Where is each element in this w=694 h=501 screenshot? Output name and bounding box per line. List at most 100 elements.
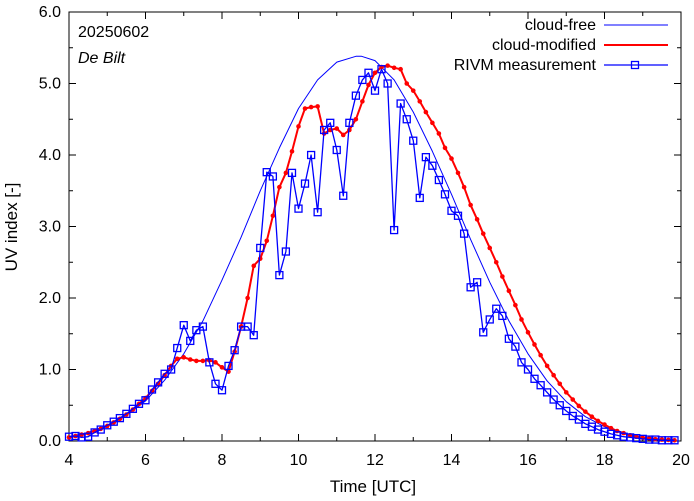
point-cloud-modified <box>506 288 512 294</box>
point-rivm-measurement <box>115 413 125 423</box>
series-layer <box>64 55 679 445</box>
point-cloud-modified <box>245 295 250 301</box>
point-rivm-measurement <box>664 436 673 445</box>
point-cloud-modified <box>213 360 218 365</box>
point-cloud-modified <box>340 132 346 138</box>
annotation-location: De Bilt <box>78 50 126 67</box>
point-rivm-measurement <box>447 206 456 215</box>
point-rivm-measurement <box>523 365 533 374</box>
point-cloud-modified <box>315 104 320 109</box>
point-rivm-measurement <box>217 386 227 395</box>
x-tick-label: 12 <box>366 452 384 469</box>
x-tick-label: 10 <box>290 452 308 469</box>
y-tick-label: 6.0 <box>39 4 61 21</box>
y-tick-label: 4.0 <box>39 147 61 164</box>
point-rivm-measurement <box>268 172 278 181</box>
point-rivm-measurement <box>606 429 616 439</box>
point-rivm-measurement <box>122 409 131 418</box>
point-cloud-modified <box>595 418 601 424</box>
point-cloud-modified <box>410 88 416 93</box>
point-cloud-modified <box>589 414 595 419</box>
point-rivm-measurement <box>434 175 444 185</box>
point-cloud-modified <box>162 372 167 378</box>
point-rivm-measurement <box>294 204 303 213</box>
x-tick-label: 20 <box>672 452 690 469</box>
point-cloud-modified <box>398 66 403 72</box>
x-tick-label: 18 <box>596 452 614 469</box>
legend-marker-rivm-measurement <box>630 60 640 70</box>
point-rivm-measurement <box>198 322 208 331</box>
legend: cloud-free cloud-modified RIVM measureme… <box>454 17 668 74</box>
x-tick-label: 16 <box>519 452 537 469</box>
point-rivm-measurement <box>351 91 361 100</box>
point-rivm-measurement <box>409 136 418 145</box>
point-cloud-modified <box>614 428 620 434</box>
point-cloud-modified <box>461 184 467 190</box>
point-rivm-measurement <box>504 334 514 343</box>
point-rivm-measurement <box>421 152 431 162</box>
point-rivm-measurement <box>287 168 297 178</box>
point-rivm-measurement <box>396 99 405 108</box>
annotation-date: 20250602 <box>78 24 149 41</box>
point-rivm-measurement <box>485 315 494 324</box>
point-rivm-measurement <box>160 369 169 378</box>
point-rivm-measurement <box>479 328 488 337</box>
point-rivm-measurement <box>530 374 539 383</box>
legend-label-cloud-free: cloud-free <box>525 17 596 34</box>
point-rivm-measurement <box>281 247 291 256</box>
point-cloud-modified <box>181 355 187 360</box>
point-rivm-measurement <box>300 179 310 188</box>
point-rivm-measurement <box>230 346 239 355</box>
point-rivm-measurement <box>511 342 520 351</box>
point-cloud-modified <box>296 124 301 129</box>
point-rivm-measurement <box>173 343 182 353</box>
x-tick-label: 4 <box>65 452 74 469</box>
point-cloud-modified <box>289 149 295 154</box>
point-rivm-measurement <box>492 304 501 313</box>
legend-label-rivm-measurement: RIVM measurement <box>454 57 597 74</box>
point-rivm-measurement <box>186 336 195 346</box>
point-rivm-measurement <box>326 118 335 127</box>
point-cloud-modified <box>360 99 365 104</box>
point-cloud-modified <box>570 397 576 402</box>
point-cloud-modified <box>468 202 473 208</box>
point-rivm-measurement <box>542 388 552 397</box>
point-rivm-measurement <box>249 331 258 340</box>
point-cloud-modified <box>155 381 161 387</box>
point-rivm-measurement <box>166 365 176 374</box>
point-rivm-measurement <box>339 191 348 200</box>
point-cloud-modified <box>334 126 340 131</box>
point-rivm-measurement <box>243 322 252 331</box>
point-rivm-measurement <box>645 435 654 444</box>
point-cloud-modified <box>602 422 607 427</box>
point-rivm-measurement <box>358 75 367 85</box>
point-cloud-modified <box>576 403 582 409</box>
point-rivm-measurement <box>83 432 93 441</box>
point-rivm-measurement <box>549 395 558 404</box>
point-cloud-modified <box>404 81 410 86</box>
point-rivm-measurement <box>383 79 392 88</box>
point-cloud-modified <box>557 381 563 387</box>
point-cloud-modified <box>385 63 390 68</box>
point-rivm-measurement <box>517 358 526 367</box>
point-rivm-measurement <box>670 436 679 445</box>
point-cloud-modified <box>308 104 314 110</box>
point-rivm-measurement <box>153 378 163 387</box>
point-cloud-modified <box>480 231 486 236</box>
x-tick-label: 6 <box>141 452 150 469</box>
point-cloud-modified <box>544 363 550 369</box>
point-cloud-modified <box>551 372 556 378</box>
point-cloud-modified <box>353 116 359 122</box>
point-rivm-measurement <box>389 225 399 235</box>
point-cloud-modified <box>366 82 371 88</box>
point-rivm-measurement <box>364 68 373 77</box>
y-tick-label: 2.0 <box>39 290 61 307</box>
point-rivm-measurement <box>211 379 220 388</box>
point-cloud-modified <box>219 365 225 370</box>
point-rivm-measurement <box>440 190 450 199</box>
point-cloud-modified <box>513 302 518 308</box>
point-cloud-modified <box>525 330 531 335</box>
point-rivm-measurement <box>96 425 105 434</box>
point-rivm-measurement <box>466 283 475 292</box>
